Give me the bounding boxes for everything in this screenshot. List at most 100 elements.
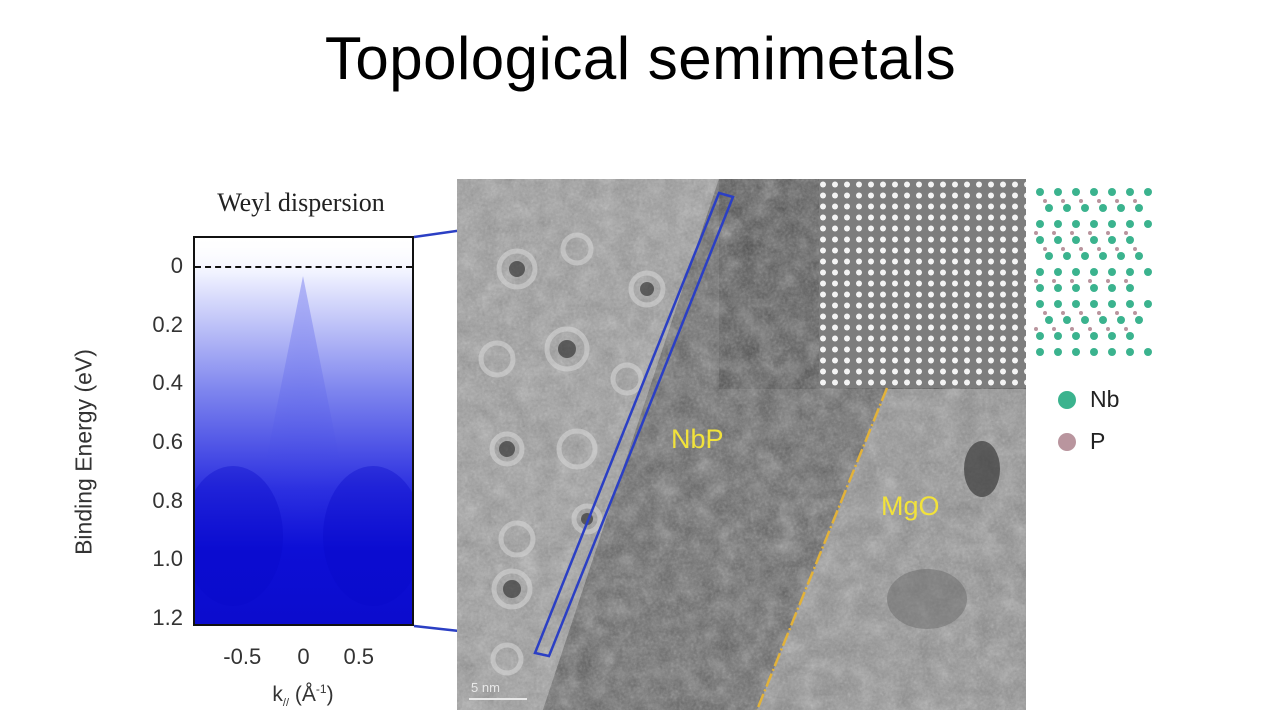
nb-atom (1099, 252, 1107, 260)
nb-atom (1090, 348, 1098, 356)
y-tick-label: 0 (170, 253, 183, 278)
nb-atom (1090, 300, 1098, 308)
nb-atom (1135, 316, 1143, 324)
nb-atom (1063, 316, 1071, 324)
nb-atom (1063, 204, 1071, 212)
arpes-x-axis-label: k// (Å-1) (272, 682, 333, 709)
nb-atom (1126, 268, 1134, 276)
nb-atom (1126, 220, 1134, 228)
nb-atom (1072, 300, 1080, 308)
p-atom (1043, 199, 1047, 203)
fermi-level-line (195, 266, 412, 268)
p-atom (1070, 279, 1074, 283)
p-atom (1133, 311, 1137, 315)
p-atom (1124, 327, 1128, 331)
nb-atom (1036, 300, 1044, 308)
slide-title: Topological semimetals (324, 25, 957, 92)
interface-line (755, 387, 889, 710)
nb-atom (1072, 284, 1080, 292)
p-atom (1106, 231, 1110, 235)
p-atom (1124, 231, 1128, 235)
x-label-subscript: // (282, 697, 290, 710)
nb-atom (1054, 284, 1062, 292)
nb-atom (1126, 300, 1134, 308)
nb-atom (1117, 316, 1125, 324)
nb-atom (1090, 268, 1098, 276)
tem-image-graphic (457, 179, 1026, 710)
nb-legend-dot (1058, 391, 1076, 409)
p-atom (1088, 231, 1092, 235)
arpes-y-axis-label: Binding Energy (eV) (70, 349, 97, 555)
nb-atom (1108, 332, 1116, 340)
nb-atom (1036, 236, 1044, 244)
p-legend-label: P (1090, 428, 1106, 454)
nb-atom (1108, 236, 1116, 244)
nb-atom (1099, 316, 1107, 324)
nb-atom (1099, 204, 1107, 212)
lattice-inset (819, 179, 1026, 388)
p-atom (1088, 327, 1092, 331)
mgo-label: MgO (881, 491, 940, 521)
nb-atom (1108, 188, 1116, 196)
p-atom (1106, 279, 1110, 283)
p-atom (1079, 199, 1083, 203)
nb-atom (1072, 236, 1080, 244)
p-atom (1052, 231, 1056, 235)
nb-atom (1135, 204, 1143, 212)
x-tick-label: -0.5 (223, 644, 262, 669)
nb-atom (1036, 284, 1044, 292)
nb-atom (1072, 220, 1080, 228)
tem-micrograph: NbP MgO 5 nm (457, 179, 1026, 710)
p-atom (1124, 279, 1128, 283)
nb-atom (1117, 252, 1125, 260)
y-tick-label: 1.0 (152, 546, 183, 572)
p-atom (1043, 247, 1047, 251)
nb-atom (1081, 316, 1089, 324)
nb-atom (1090, 284, 1098, 292)
nb-atom (1054, 236, 1062, 244)
x-tick-label: 0.5 (343, 644, 375, 669)
nb-atom (1054, 220, 1062, 228)
y-tick-label: 0.2 (152, 311, 183, 337)
nb-atom (1090, 188, 1098, 196)
x-label-k: k (272, 683, 283, 706)
nb-atom (1108, 284, 1116, 292)
nb-atom (1108, 268, 1116, 276)
nb-atom (1054, 348, 1062, 356)
crystal-structure-schematic (1034, 188, 1152, 356)
p-atom (1106, 327, 1110, 331)
nb-atom (1054, 188, 1062, 196)
nb-atom (1117, 204, 1125, 212)
zoom-box (533, 191, 735, 658)
nb-atom (1036, 188, 1044, 196)
nb-atom (1126, 348, 1134, 356)
nb-atom (1072, 332, 1080, 340)
nb-atom (1144, 188, 1152, 196)
p-atom (1097, 247, 1101, 251)
y-tick-label: 0.8 (152, 487, 183, 513)
p-atom (1079, 311, 1083, 315)
p-atom (1052, 279, 1056, 283)
p-legend-dot (1058, 433, 1076, 451)
p-atom (1097, 311, 1101, 315)
x-label-unit: (Å (294, 683, 316, 706)
y-tick-label: 0.4 (152, 370, 183, 396)
nb-atom (1108, 300, 1116, 308)
nb-atom (1108, 348, 1116, 356)
nb-atom (1081, 252, 1089, 260)
nb-atom (1045, 252, 1053, 260)
y-tick-label: 1.2 (152, 605, 183, 630)
p-atom (1070, 327, 1074, 331)
p-atom (1034, 279, 1038, 283)
nb-atom (1126, 188, 1134, 196)
nb-atom (1144, 300, 1152, 308)
x-tick-label: 0 (297, 644, 310, 669)
p-atom (1043, 311, 1047, 315)
nb-atom (1126, 332, 1134, 340)
nb-legend-label: Nb (1090, 386, 1120, 412)
p-atom (1097, 199, 1101, 203)
nb-atom (1090, 332, 1098, 340)
p-atom (1052, 327, 1056, 331)
nb-atom (1063, 252, 1071, 260)
p-atom (1034, 231, 1038, 235)
